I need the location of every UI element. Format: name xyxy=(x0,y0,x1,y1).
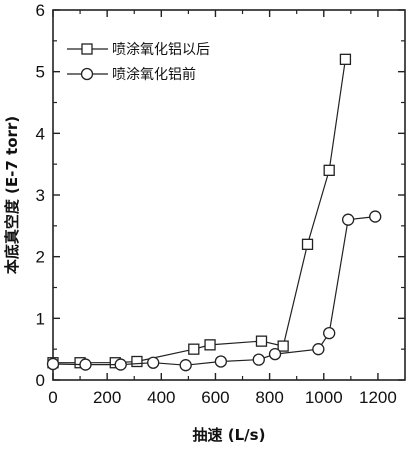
y-tick-label: 6 xyxy=(36,1,45,20)
y-tick-label: 0 xyxy=(36,371,45,390)
x-axis-title: 抽速 (L/s) xyxy=(193,426,266,444)
square-data-point xyxy=(188,343,200,355)
x-tick-label: 1000 xyxy=(305,388,343,407)
plot-border xyxy=(52,9,406,381)
square-data-point xyxy=(131,355,143,368)
circle-data-point xyxy=(341,213,355,226)
circle-data-point xyxy=(312,343,325,356)
square-data-point xyxy=(255,335,268,347)
square-data-point xyxy=(277,340,289,352)
series-1 xyxy=(47,53,352,369)
series-line xyxy=(53,59,346,364)
y-axis-title: 本底真空度 (E-7 torr) xyxy=(3,116,21,274)
y-tick-label: 2 xyxy=(36,248,45,267)
legend-label: 喷涂氧化铝前 xyxy=(112,66,196,83)
legend-circle-marker xyxy=(80,67,94,81)
plot-frame xyxy=(52,9,406,381)
x-tick-label: 600 xyxy=(201,388,229,407)
x-axis: 0 200 400 600 800 1000 1200 xyxy=(48,10,397,407)
y-tick-label: 5 xyxy=(36,63,45,82)
circle-data-point xyxy=(147,356,160,369)
circle-data-point xyxy=(369,210,382,223)
circle-data-point xyxy=(252,353,265,366)
x-tick-label: 800 xyxy=(255,388,283,407)
y-tick-label: 3 xyxy=(36,186,45,205)
circle-data-point xyxy=(268,347,282,361)
y-axis: 0 1 2 3 4 5 6 xyxy=(36,1,405,390)
legend-square-marker xyxy=(81,43,93,55)
y-tick-label: 4 xyxy=(36,124,45,143)
x-tick-label: 200 xyxy=(93,388,121,407)
x-tick-label: 400 xyxy=(147,388,175,407)
square-data-point xyxy=(323,164,335,176)
series-2 xyxy=(46,210,382,372)
circle-data-point xyxy=(46,357,60,371)
x-tick-label: 1200 xyxy=(359,388,397,407)
circle-data-point xyxy=(179,359,192,372)
circle-data-point xyxy=(79,358,92,371)
square-data-point xyxy=(301,238,314,250)
legend-item: 喷涂氧化铝以后 xyxy=(67,42,210,58)
square-data-point xyxy=(204,339,216,351)
series-layer xyxy=(46,53,382,372)
x-tick-label: 0 xyxy=(48,388,57,407)
y-tick-label: 1 xyxy=(36,309,45,328)
square-data-point xyxy=(339,53,352,65)
legend-label: 喷涂氧化铝以后 xyxy=(112,42,210,58)
circle-data-point xyxy=(323,326,336,340)
legend-item: 喷涂氧化铝前 xyxy=(67,66,196,83)
circle-data-point xyxy=(214,355,228,368)
circle-data-point xyxy=(114,358,127,371)
